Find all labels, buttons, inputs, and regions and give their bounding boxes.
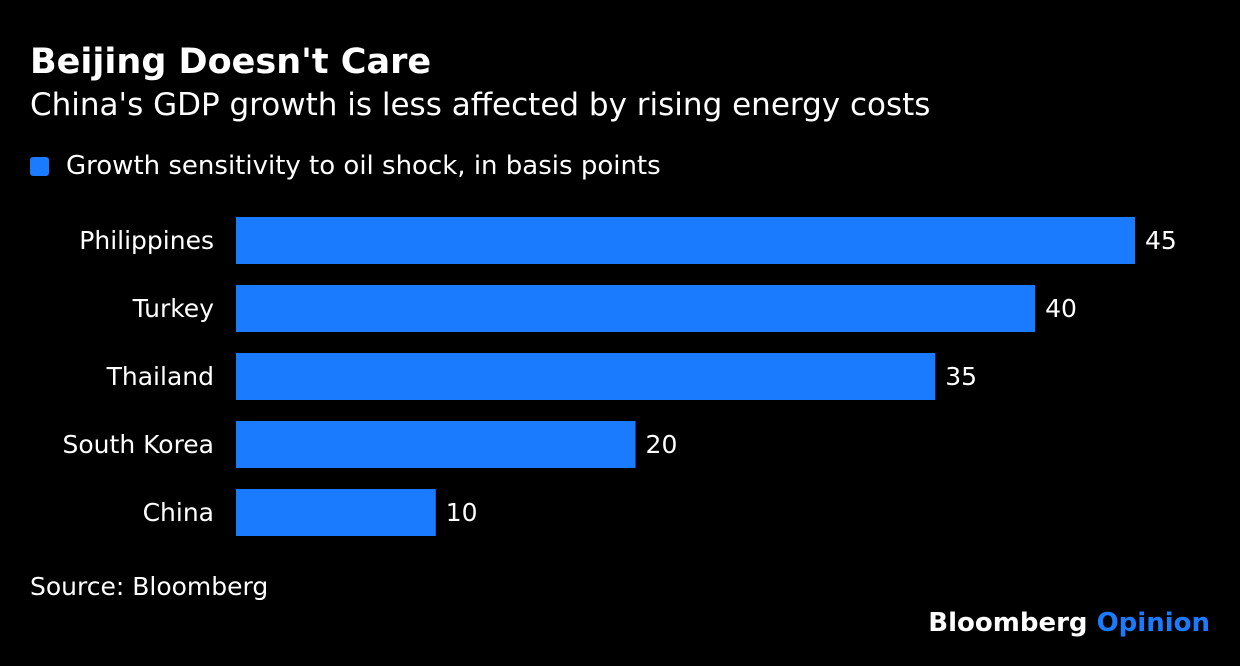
brand-accent: Opinion	[1096, 608, 1210, 638]
chart-subtitle: China's GDP growth is less affected by r…	[30, 87, 931, 123]
value-label: 45	[1145, 226, 1177, 255]
value-label: 20	[646, 430, 678, 459]
bar	[236, 353, 936, 400]
bar	[236, 489, 436, 536]
category-label: Philippines	[79, 226, 214, 255]
brand-name: Bloomberg	[928, 608, 1088, 638]
legend-label: Growth sensitivity to oil shock, in basi…	[66, 151, 661, 181]
category-label: South Korea	[63, 430, 214, 459]
category-label: China	[143, 498, 214, 527]
bar	[236, 285, 1036, 332]
value-label: 10	[446, 498, 478, 527]
bar	[236, 421, 636, 468]
category-label: Thailand	[106, 362, 214, 391]
legend-swatch	[30, 156, 49, 176]
category-label: Turkey	[132, 294, 215, 323]
chart-title: Beijing Doesn't Care	[30, 42, 432, 82]
legend: Growth sensitivity to oil shock, in basi…	[30, 148, 661, 184]
value-label: 40	[1045, 294, 1077, 323]
brand-logo: Bloomberg Opinion	[928, 605, 1210, 641]
value-label: 35	[945, 362, 977, 391]
bar	[236, 217, 1135, 264]
source-note: Source: Bloomberg	[30, 572, 269, 601]
